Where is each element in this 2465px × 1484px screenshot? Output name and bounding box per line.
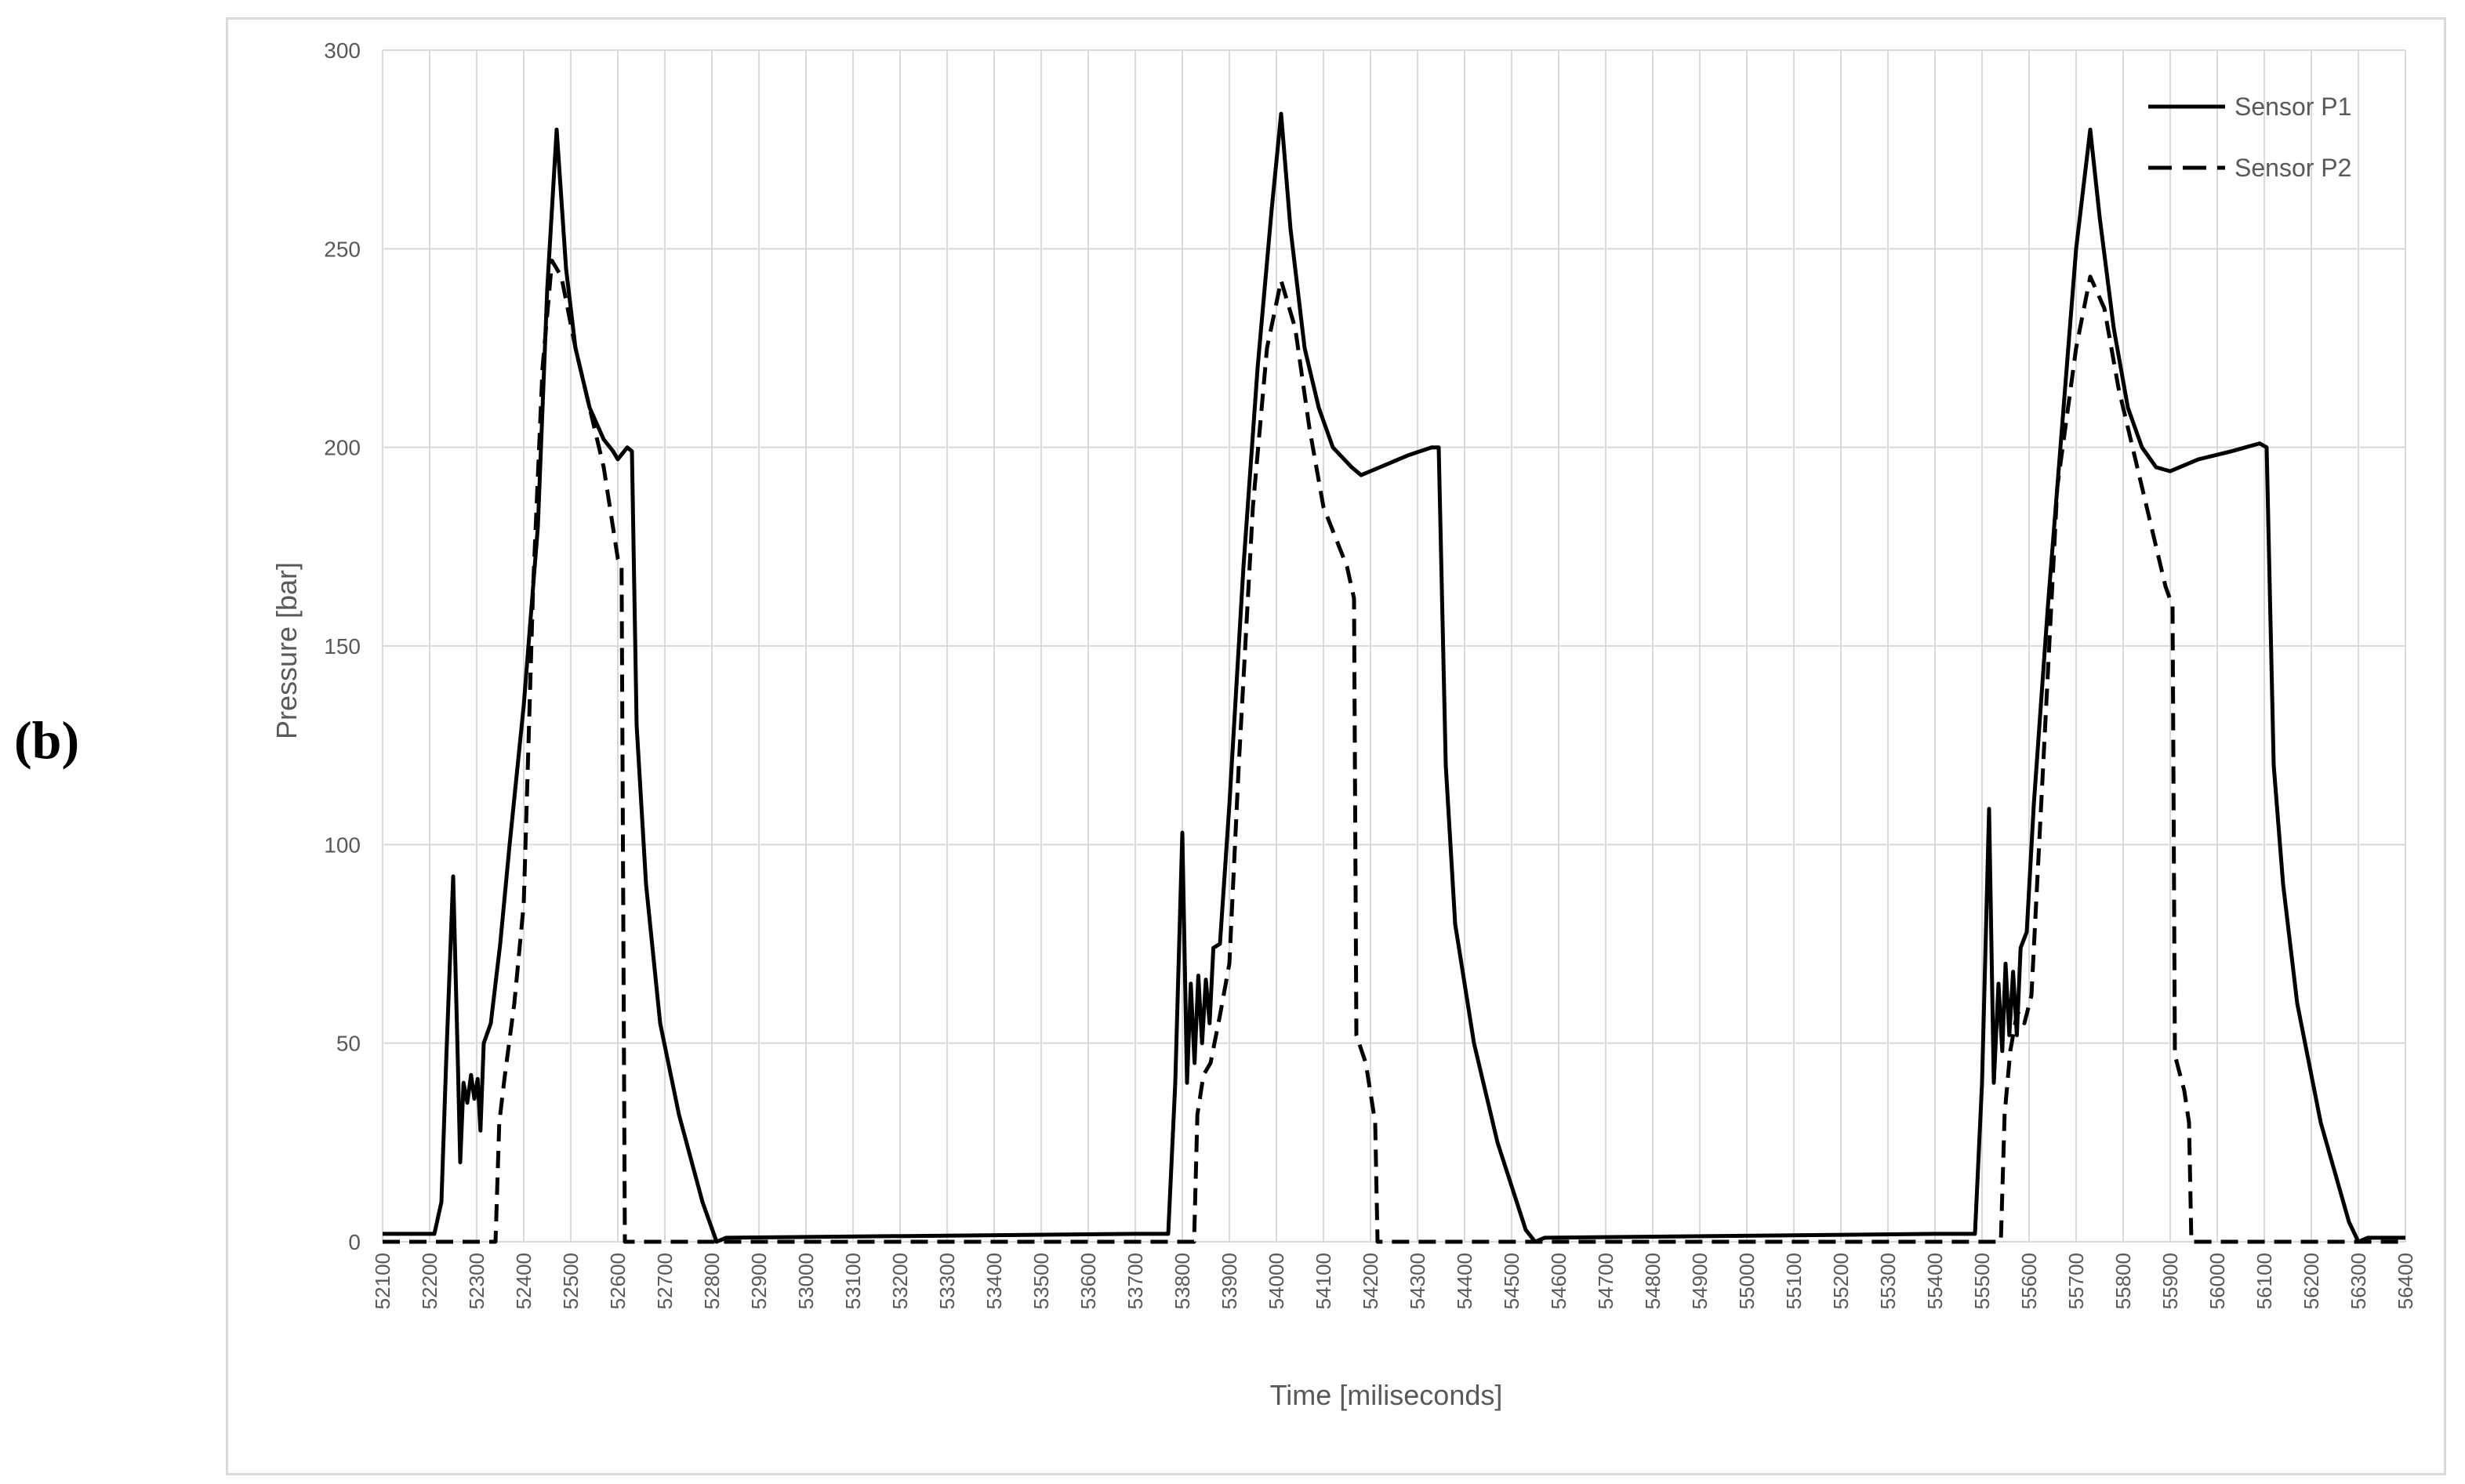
chart-frame [226,17,2446,1475]
x-tick-label: 53600 [1076,1253,1100,1309]
series-line-2 [383,259,2405,1244]
series-lines [383,111,2405,1244]
x-tick-label: 53700 [1124,1253,1147,1309]
x-tick-label: 52900 [747,1253,771,1309]
x-tick-labels: 52100 52200 52300 52400 52500 52600 52700 52800… [371,1253,2417,1309]
y-tick-labels: 0 50 100 150 200 250 300 [324,38,361,1254]
x-tick-label: 53500 [1029,1253,1053,1309]
y-tick-label: 200 [324,436,361,460]
y-axis-label: Pressure [bar] [270,562,303,739]
x-tick-label: 56400 [2394,1253,2417,1309]
x-tick-label: 55800 [2111,1253,2135,1309]
x-tick-label: 54300 [1406,1253,1429,1309]
y-tick-label: 250 [324,237,361,261]
x-tick-label: 53800 [1171,1253,1194,1309]
x-tick-label: 55200 [1829,1253,1853,1309]
series-line-1 [383,111,2405,1244]
x-tick-label: 52300 [465,1253,488,1309]
x-tick-label: 53400 [982,1253,1006,1309]
y-tick-label: 100 [324,833,361,857]
x-tick-label: 54400 [1453,1253,1476,1309]
x-tick-label: 54200 [1359,1253,1382,1309]
y-tick-label: 50 [336,1032,361,1056]
x-tick-label: 52200 [418,1253,441,1309]
y-tick-label: 150 [324,634,361,659]
x-tick-label: 53000 [794,1253,818,1309]
x-tick-label: 53200 [888,1253,912,1309]
x-tick-label: 53900 [1218,1253,1241,1309]
x-tick-label: 55600 [2017,1253,2041,1309]
x-tick-label: 56000 [2205,1253,2229,1309]
x-tick-label: 53100 [841,1253,865,1309]
x-tick-label: 54700 [1594,1253,1617,1309]
x-tick-label: 54500 [1500,1253,1523,1309]
horizontal-gridlines [383,49,2405,1243]
x-tick-label: 54800 [1641,1253,1665,1309]
x-tick-label: 55300 [1876,1253,1900,1309]
x-tick-label: 52400 [512,1253,535,1309]
legend-label-1: Sensor P1 [2234,93,2351,121]
y-tick-label: 0 [348,1230,361,1254]
x-tick-label: 52700 [653,1253,677,1309]
x-tick-label: 55400 [1923,1253,1947,1309]
x-tick-label: 54000 [1265,1253,1288,1309]
x-tick-label: 54600 [1547,1253,1570,1309]
x-tick-label: 56100 [2253,1253,2276,1309]
x-tick-label: 53300 [935,1253,959,1309]
x-tick-label: 55700 [2064,1253,2088,1309]
panel-label: (b) [14,710,80,770]
x-tick-label: 56200 [2300,1253,2323,1309]
x-tick-label: 52100 [371,1253,394,1309]
x-tick-label: 55500 [1970,1253,1994,1309]
x-tick-label: 55000 [1735,1253,1759,1309]
x-tick-label: 54100 [1312,1253,1335,1309]
x-tick-label: 55100 [1782,1253,1806,1309]
y-tick-label: 300 [324,38,361,63]
x-tick-label: 54900 [1688,1253,1712,1309]
x-tick-label: 55900 [2158,1253,2182,1309]
x-tick-label: 56300 [2347,1253,2370,1309]
x-tick-label: 52800 [700,1253,724,1309]
x-tick-label: 52500 [559,1253,583,1309]
x-tick-label: 52600 [606,1253,630,1309]
legend: Sensor P1 Sensor P2 [2148,93,2351,182]
legend-label-2: Sensor P2 [2234,154,2351,182]
x-axis-label: Time [miliseconds] [1270,1379,1503,1411]
